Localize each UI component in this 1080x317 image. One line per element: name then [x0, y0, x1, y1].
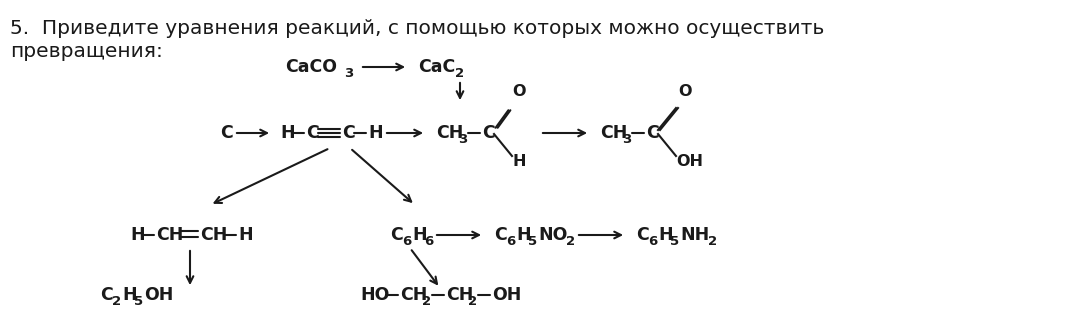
- Text: H: H: [280, 124, 295, 142]
- Text: OH: OH: [676, 154, 703, 169]
- Text: 3: 3: [622, 133, 631, 146]
- Text: CH: CH: [600, 124, 627, 142]
- Text: 5: 5: [528, 235, 537, 248]
- Text: CH: CH: [446, 286, 473, 304]
- Text: H: H: [512, 154, 526, 169]
- Text: C: C: [494, 226, 507, 244]
- Text: 2: 2: [455, 67, 464, 80]
- Text: C: C: [306, 124, 319, 142]
- Text: NH: NH: [680, 226, 710, 244]
- Text: O: O: [678, 84, 691, 99]
- Text: 2: 2: [422, 295, 431, 308]
- Text: OH: OH: [144, 286, 174, 304]
- Text: NO: NO: [538, 226, 567, 244]
- Text: C: C: [100, 286, 112, 304]
- Text: CH: CH: [156, 226, 184, 244]
- Text: H: H: [411, 226, 427, 244]
- Text: 6: 6: [648, 235, 658, 248]
- Text: превращения:: превращения:: [10, 42, 163, 61]
- Text: 2: 2: [708, 235, 717, 248]
- Text: 3: 3: [458, 133, 468, 146]
- Text: 5: 5: [670, 235, 679, 248]
- Text: 3: 3: [345, 67, 353, 80]
- Text: 2: 2: [566, 235, 576, 248]
- Text: 6: 6: [507, 235, 515, 248]
- Text: CH: CH: [400, 286, 428, 304]
- Text: 6: 6: [424, 235, 433, 248]
- Text: C: C: [636, 226, 649, 244]
- Text: H: H: [130, 226, 145, 244]
- Text: 6: 6: [402, 235, 411, 248]
- Text: 2: 2: [112, 295, 121, 308]
- Text: C: C: [342, 124, 354, 142]
- Text: CH: CH: [200, 226, 228, 244]
- Text: CH: CH: [436, 124, 463, 142]
- Text: C: C: [482, 124, 495, 142]
- Text: 2: 2: [468, 295, 477, 308]
- Text: H: H: [516, 226, 530, 244]
- Text: C: C: [646, 124, 659, 142]
- Text: 5: 5: [134, 295, 144, 308]
- Text: CaC: CaC: [418, 58, 456, 76]
- Text: H: H: [658, 226, 673, 244]
- Text: OH: OH: [492, 286, 522, 304]
- Text: CaCO: CaCO: [285, 58, 337, 76]
- Text: H: H: [122, 286, 137, 304]
- Text: 5.  Приведите уравнения реакций, с помощью которых можно осуществить: 5. Приведите уравнения реакций, с помощь…: [10, 19, 824, 38]
- Text: H: H: [238, 226, 253, 244]
- Text: HO: HO: [360, 286, 390, 304]
- Text: O: O: [512, 84, 526, 99]
- Text: C: C: [390, 226, 403, 244]
- Text: C: C: [220, 124, 233, 142]
- Text: H: H: [368, 124, 382, 142]
